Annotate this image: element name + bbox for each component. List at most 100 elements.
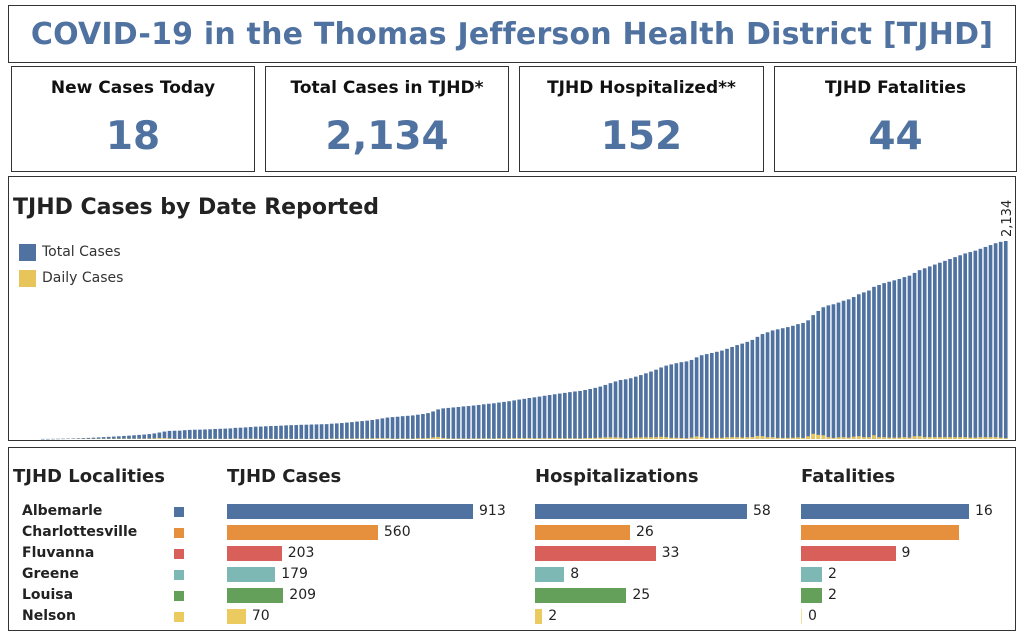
total-cases-bar[interactable] [269,426,273,439]
total-cases-bar[interactable] [142,434,147,439]
total-cases-bar[interactable] [801,323,805,439]
total-cases-bar[interactable] [715,351,719,439]
daily-cases-bar[interactable] [867,437,871,439]
total-cases-bar[interactable] [770,330,775,439]
daily-cases-bar[interactable] [882,437,886,439]
daily-cases-bar[interactable] [851,436,856,439]
daily-cases-bar[interactable] [476,438,481,439]
total-cases-bar[interactable] [877,284,881,439]
hospitalizations-bar[interactable] [535,609,543,624]
daily-cases-bar[interactable] [552,438,557,439]
daily-cases-bar[interactable] [431,437,435,439]
total-cases-bar[interactable] [755,336,760,439]
total-cases-bar[interactable] [862,292,866,439]
daily-cases-bar[interactable] [993,437,998,439]
legend-item-total[interactable]: Total Cases [19,239,123,265]
total-cases-bar[interactable] [699,355,704,439]
daily-cases-bar[interactable] [557,438,562,439]
total-cases-bar[interactable] [46,438,50,440]
daily-cases-bar[interactable] [664,437,669,439]
total-cases-bar[interactable] [61,438,65,440]
total-cases-bar[interactable] [978,248,983,439]
total-cases-bar[interactable] [841,300,846,439]
total-cases-bar[interactable] [486,403,491,439]
total-cases-bar[interactable] [578,390,582,439]
total-cases-bar[interactable] [446,407,451,439]
total-cases-bar[interactable] [659,367,663,439]
total-cases-bar[interactable] [436,409,440,439]
total-cases-bar[interactable] [846,299,851,439]
daily-cases-bar[interactable] [623,438,628,439]
total-cases-bar[interactable] [395,416,400,439]
total-cases-bar[interactable] [456,406,461,439]
total-cases-bar[interactable] [345,422,349,439]
total-cases-bar[interactable] [704,354,709,439]
total-cases-bar[interactable] [172,430,177,439]
total-cases-bar[interactable] [664,365,669,439]
total-cases-bar[interactable] [983,246,988,439]
daily-cases-bar[interactable] [644,437,648,439]
daily-cases-bar[interactable] [537,438,542,439]
daily-cases-bar[interactable] [522,438,527,439]
daily-cases-bar[interactable] [796,437,800,439]
daily-cases-bar[interactable] [740,437,745,439]
daily-cases-bar[interactable] [938,437,942,439]
daily-cases-bar[interactable] [578,438,582,439]
hospitalizations-bar[interactable] [535,567,565,582]
total-cases-bar[interactable] [811,315,815,439]
total-cases-bar[interactable] [340,423,344,439]
total-cases-bar[interactable] [669,364,674,439]
daily-cases-bar[interactable] [917,436,922,439]
daily-cases-bar[interactable] [786,437,790,439]
total-cases-bar[interactable] [907,275,912,439]
daily-cases-bar[interactable] [735,437,739,439]
total-cases-bar[interactable] [51,438,55,440]
total-cases-bar[interactable] [375,419,380,439]
daily-cases-bar[interactable] [563,438,567,439]
daily-cases-bar[interactable] [730,437,734,439]
total-cases-bar[interactable] [441,408,446,439]
total-cases-bar[interactable] [111,436,116,439]
daily-cases-bar[interactable] [684,438,689,439]
daily-cases-bar[interactable] [639,437,643,439]
total-cases-bar[interactable] [765,332,770,439]
total-cases-bar[interactable] [248,427,253,439]
total-cases-bar[interactable] [203,429,207,439]
total-cases-bar[interactable] [492,403,496,439]
daily-cases-bar[interactable] [355,438,359,439]
total-cases-bar[interactable] [86,437,91,439]
cases-bar[interactable] [227,525,378,540]
daily-cases-bar[interactable] [958,437,962,439]
fatalities-bar[interactable] [801,609,802,624]
total-cases-bar[interactable] [400,416,405,439]
total-cases-bar[interactable] [243,427,248,439]
total-cases-bar[interactable] [563,392,567,439]
total-cases-bar[interactable] [416,414,420,439]
total-cases-bar[interactable] [573,391,577,439]
daily-cases-bar[interactable] [998,437,1003,439]
total-cases-bar[interactable] [466,406,471,439]
total-cases-bar[interactable] [897,278,902,439]
total-cases-bar[interactable] [71,438,76,439]
daily-cases-bar[interactable] [887,437,892,439]
cases-bar[interactable] [227,588,284,603]
daily-cases-bar[interactable] [892,437,897,439]
total-cases-bar[interactable] [537,396,542,439]
total-cases-bar[interactable] [66,438,70,440]
total-cases-bar[interactable] [279,425,283,439]
total-cases-bar[interactable] [633,376,638,439]
total-cases-bar[interactable] [309,424,314,439]
daily-cases-bar[interactable] [780,437,785,439]
total-cases-bar[interactable] [481,404,486,439]
daily-cases-bar[interactable] [816,434,821,439]
daily-cases-bar[interactable] [760,436,765,439]
total-cases-bar[interactable] [365,420,370,439]
total-cases-bar[interactable] [892,280,897,439]
total-cases-bar[interactable] [106,436,111,439]
total-cases-bar[interactable] [314,424,319,439]
total-cases-bar[interactable] [228,428,233,439]
daily-cases-bar[interactable] [932,437,937,439]
total-cases-bar[interactable] [167,430,172,439]
total-cases-bar[interactable] [157,432,162,439]
daily-cases-bar[interactable] [502,438,506,439]
